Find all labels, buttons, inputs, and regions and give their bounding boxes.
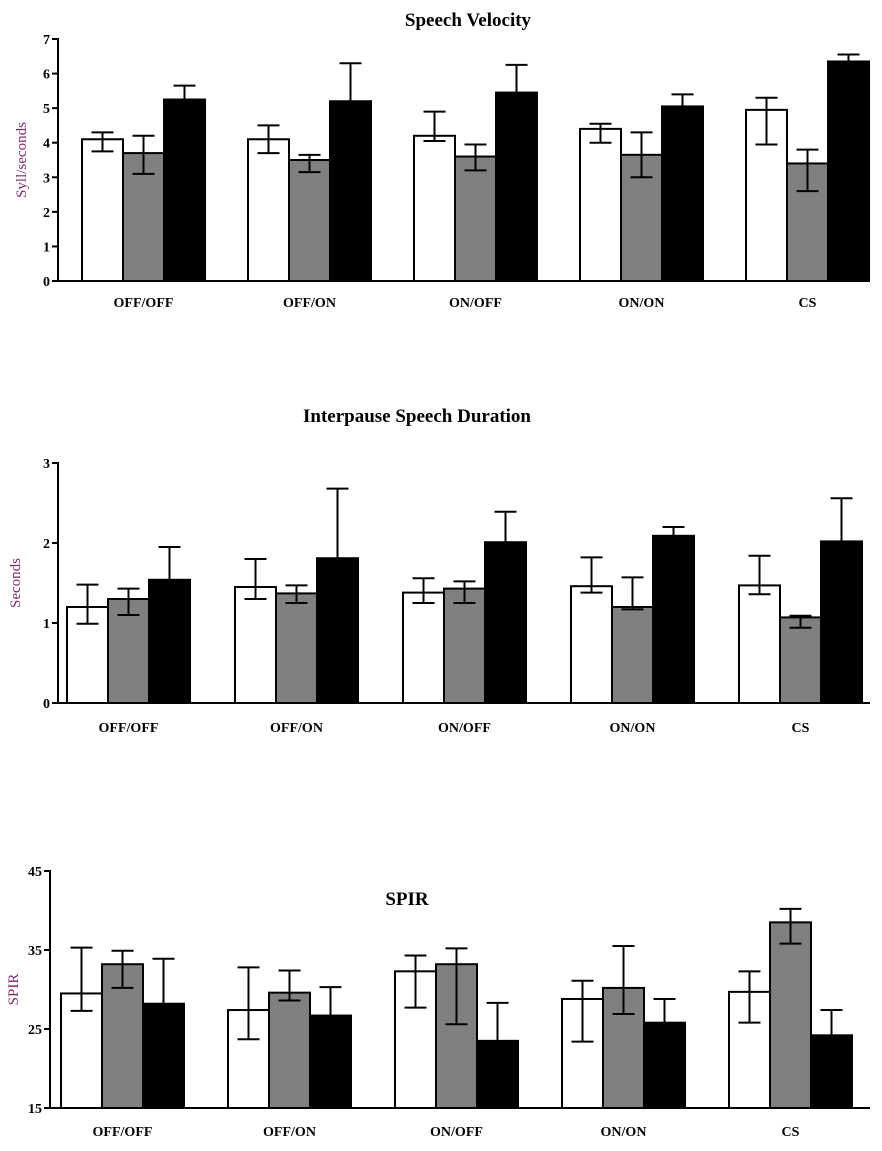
category-label: ON/OFF xyxy=(430,1125,483,1140)
bar-off-on-s3 xyxy=(309,1014,352,1110)
chart-title: SPIR xyxy=(385,889,429,910)
bar-on-off-s1 xyxy=(413,134,456,282)
category-label: OFF/OFF xyxy=(99,721,159,736)
y-axis-label: Syll/seconds xyxy=(14,122,30,198)
category-label: OFF/ON xyxy=(263,1125,316,1140)
bar-on-off-s1 xyxy=(402,591,445,704)
bar-on-on-s3 xyxy=(652,534,695,704)
category-label: OFF/OFF xyxy=(93,1125,153,1140)
y-tick-label: 45 xyxy=(28,865,42,880)
y-tick-label: 0 xyxy=(43,275,50,290)
y-tick-label: 1 xyxy=(43,240,50,255)
bar-off-off-s3 xyxy=(142,1002,185,1109)
bar-off-on-s2 xyxy=(275,592,318,705)
bar-cs-s2 xyxy=(779,616,822,705)
y-tick-label: 5 xyxy=(43,102,50,117)
category-label: OFF/OFF xyxy=(114,296,174,311)
bar-off-off-s1 xyxy=(81,138,124,282)
bar-off-off-s3 xyxy=(163,98,206,282)
bar-cs-s3 xyxy=(820,540,863,705)
y-tick-label: 25 xyxy=(28,1023,42,1038)
y-tick-label: 2 xyxy=(43,537,50,552)
bar-off-off-s3 xyxy=(148,578,191,704)
y-tick-label: 3 xyxy=(43,171,50,186)
y-tick-label: 3 xyxy=(43,457,50,472)
category-label: ON/ON xyxy=(619,296,665,311)
category-label: CS xyxy=(799,296,817,311)
chart-title: Speech Velocity xyxy=(405,10,532,31)
bar-off-on-s3 xyxy=(329,100,372,282)
bar-off-on-s3 xyxy=(316,557,359,705)
bar-on-off-s3 xyxy=(484,541,527,705)
category-label: ON/ON xyxy=(610,721,656,736)
y-tick-label: 4 xyxy=(43,137,50,152)
bar-cs-s1 xyxy=(738,584,781,705)
bar-off-on-s1 xyxy=(247,138,290,282)
bar-on-off-s2 xyxy=(454,155,497,283)
y-tick-label: 1 xyxy=(43,617,50,632)
category-label: ON/ON xyxy=(601,1125,647,1140)
bar-on-on-s3 xyxy=(661,105,704,282)
bar-cs-s3 xyxy=(827,60,870,282)
y-tick-label: 6 xyxy=(43,68,50,83)
y-tick-label: 7 xyxy=(43,33,50,48)
category-label: CS xyxy=(792,721,810,736)
category-label: OFF/ON xyxy=(270,721,323,736)
category-label: ON/OFF xyxy=(449,296,502,311)
y-axis-label: Seconds xyxy=(8,558,24,608)
chart-title: Interpause Speech Duration xyxy=(303,406,531,427)
y-tick-label: 2 xyxy=(43,206,50,221)
y-tick-label: 35 xyxy=(28,944,42,959)
category-label: ON/OFF xyxy=(438,721,491,736)
category-label: CS xyxy=(782,1125,800,1140)
bar-on-on-s1 xyxy=(579,127,622,282)
bar-on-on-s1 xyxy=(570,585,613,705)
bar-cs-s3 xyxy=(810,1034,853,1109)
bar-on-on-s2 xyxy=(611,606,654,704)
bar-on-on-s3 xyxy=(643,1021,686,1109)
y-tick-label: 0 xyxy=(43,697,50,712)
bar-off-on-s1 xyxy=(234,586,277,704)
bar-off-on-s2 xyxy=(268,991,311,1109)
category-label: OFF/ON xyxy=(283,296,336,311)
bar-off-on-s2 xyxy=(288,159,331,282)
bar-cs-s2 xyxy=(769,921,812,1109)
y-tick-label: 15 xyxy=(28,1102,42,1117)
bar-on-off-s3 xyxy=(495,91,538,283)
y-axis-label: SPIR xyxy=(6,974,22,1006)
bar-on-off-s3 xyxy=(476,1039,519,1109)
bar-on-off-s2 xyxy=(443,587,486,704)
